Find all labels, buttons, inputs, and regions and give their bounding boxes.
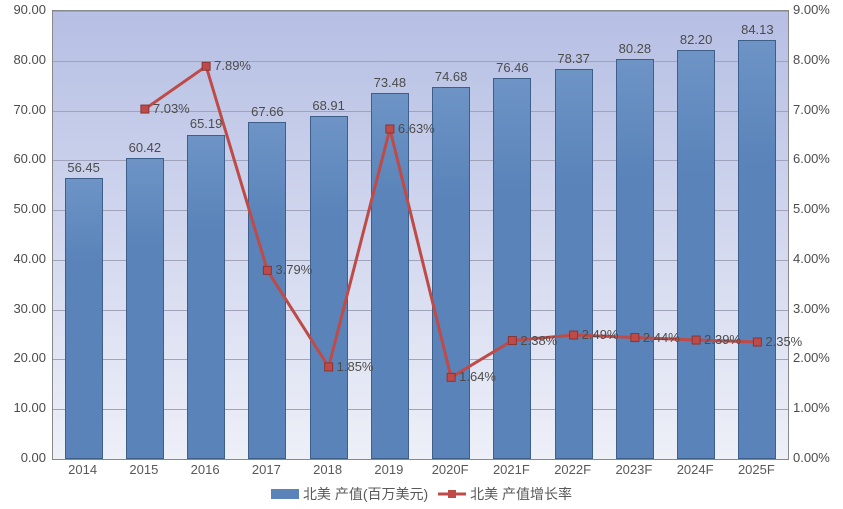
- y-right-tick: 5.00%: [793, 201, 830, 216]
- line-marker: [631, 334, 639, 342]
- bar-value-label: 74.68: [435, 69, 468, 84]
- x-tick: 2016: [191, 462, 220, 477]
- y-left-tick: 20.00: [0, 350, 46, 365]
- x-tick: 2019: [374, 462, 403, 477]
- plot-area: 56.45 60.42 65.19 67.66 68.91 73.48 74.68 76.46…: [52, 10, 789, 460]
- line-value-label: 2.38%: [520, 333, 557, 348]
- y-left-tick: 60.00: [0, 151, 46, 166]
- x-tick: 2014: [68, 462, 97, 477]
- bar-value-label: 76.46: [496, 60, 529, 75]
- y-left-tick: 30.00: [0, 301, 46, 316]
- y-left-tick: 50.00: [0, 201, 46, 216]
- y-left-tick: 40.00: [0, 251, 46, 266]
- y-right-tick: 7.00%: [793, 102, 830, 117]
- line-value-label: 7.89%: [214, 58, 251, 73]
- line-marker: [753, 338, 761, 346]
- line-marker: [508, 337, 516, 345]
- bar-value-label: 68.91: [312, 98, 345, 113]
- y-left-tick: 10.00: [0, 400, 46, 415]
- x-tick: 2018: [313, 462, 342, 477]
- line-marker: [692, 336, 700, 344]
- x-tick: 2021F: [493, 462, 530, 477]
- y-left-tick: 70.00: [0, 102, 46, 117]
- line-marker: [447, 373, 455, 381]
- line-layer: [53, 11, 788, 459]
- y-left-tick: 90.00: [0, 2, 46, 17]
- bar-value-label: 80.28: [619, 41, 652, 56]
- y-left-tick: 0.00: [0, 450, 46, 465]
- line-value-label: 3.79%: [275, 262, 312, 277]
- line-marker: [263, 266, 271, 274]
- y-right-tick: 0.00%: [793, 450, 830, 465]
- x-tick: 2025F: [738, 462, 775, 477]
- y-right-tick: 4.00%: [793, 251, 830, 266]
- bar-value-label: 65.19: [190, 116, 223, 131]
- line-value-label: 2.44%: [643, 330, 680, 345]
- y-right-tick: 9.00%: [793, 2, 830, 17]
- line-marker: [325, 363, 333, 371]
- line-value-label: 7.03%: [153, 101, 190, 116]
- legend-label: 北美 产值增长率: [470, 484, 572, 504]
- y-right-tick: 8.00%: [793, 52, 830, 67]
- y-left-tick: 80.00: [0, 52, 46, 67]
- line-marker: [202, 62, 210, 70]
- bar-value-label: 60.42: [129, 140, 162, 155]
- x-tick: 2024F: [677, 462, 714, 477]
- line-value-label: 2.39%: [704, 332, 741, 347]
- chart-container: 56.45 60.42 65.19 67.66 68.91 73.48 74.68 76.46…: [0, 0, 843, 509]
- x-tick: 2023F: [615, 462, 652, 477]
- line-value-label: 2.49%: [582, 327, 619, 342]
- x-tick: 2022F: [554, 462, 591, 477]
- legend-item: 北美 产值(百万美元): [271, 484, 428, 504]
- y-right-tick: 2.00%: [793, 350, 830, 365]
- legend-label: 北美 产值(百万美元): [303, 484, 428, 504]
- y-right-tick: 6.00%: [793, 151, 830, 166]
- x-tick: 2020F: [432, 462, 469, 477]
- y-right-tick: 1.00%: [793, 400, 830, 415]
- line-value-label: 1.85%: [337, 359, 374, 374]
- line-value-label: 1.64%: [459, 369, 496, 384]
- bar-value-label: 67.66: [251, 104, 284, 119]
- line-marker: [570, 331, 578, 339]
- bar-value-label: 73.48: [374, 75, 407, 90]
- bar-value-label: 78.37: [557, 51, 590, 66]
- x-tick: 2017: [252, 462, 281, 477]
- line-value-label: 6.63%: [398, 121, 435, 136]
- legend-line-swatch: [438, 488, 466, 500]
- x-tick: 2015: [129, 462, 158, 477]
- bar-value-label: 84.13: [741, 22, 774, 37]
- line-marker: [386, 125, 394, 133]
- legend-bar-swatch: [271, 489, 299, 499]
- bar-value-label: 56.45: [67, 160, 100, 175]
- bar-value-label: 82.20: [680, 32, 713, 47]
- legend-item: 北美 产值增长率: [438, 484, 572, 504]
- y-right-tick: 3.00%: [793, 301, 830, 316]
- line-marker: [141, 105, 149, 113]
- line-value-label: 2.35%: [765, 334, 802, 349]
- legend: 北美 产值(百万美元) 北美 产值增长率: [0, 484, 843, 504]
